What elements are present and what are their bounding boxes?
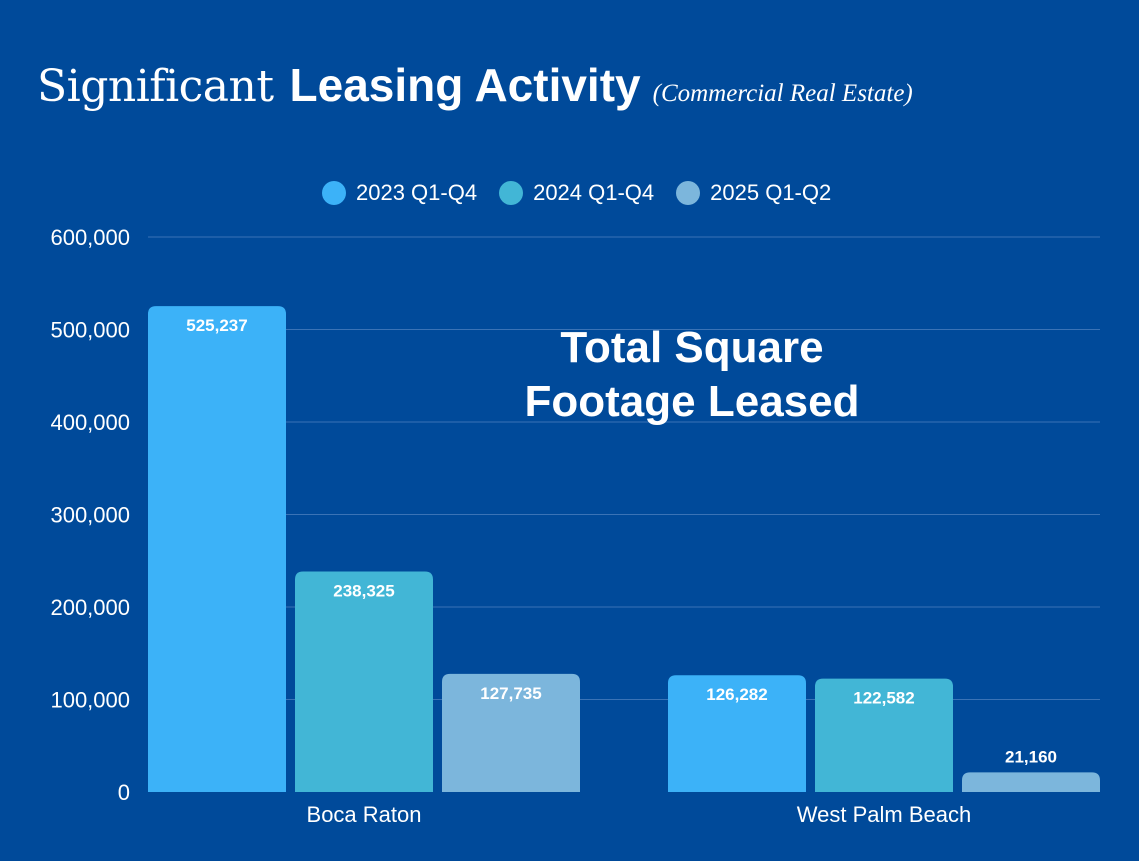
bars-layer: 525,237 238,325 127,735 Boca Raton 126,282 12… xyxy=(148,306,1100,827)
y-tick-label: 500,000 xyxy=(50,318,130,343)
legend-label-2024: 2024 Q1-Q4 xyxy=(533,180,655,205)
y-tick-label: 600,000 xyxy=(50,225,130,250)
y-tick-label: 400,000 xyxy=(50,410,130,435)
title-note-text: (Commercial Real Estate) xyxy=(652,80,913,107)
data-label: 21,160 xyxy=(1005,747,1057,766)
x-category-label: Boca Raton xyxy=(307,802,422,827)
x-category-label: West Palm Beach xyxy=(797,802,971,827)
annotation-line-2: Footage Leased xyxy=(525,377,860,426)
data-label: 127,735 xyxy=(480,684,541,703)
annotation-line-1: Total Square xyxy=(560,323,823,372)
bar xyxy=(962,772,1100,792)
title-light-text: Significant xyxy=(37,61,274,112)
data-label: 525,237 xyxy=(186,316,247,335)
legend-swatch-2024 xyxy=(499,181,524,205)
legend-swatch-2023 xyxy=(322,181,346,205)
y-tick-label: 200,000 xyxy=(50,595,130,620)
legend-swatch-2025 xyxy=(676,181,701,205)
legend-item-2023: 2023 Q1-Q4 xyxy=(322,180,477,206)
legend-item-2025: 2025 Q1-Q2 xyxy=(676,180,831,206)
data-label: 122,582 xyxy=(853,689,914,708)
bar xyxy=(815,678,953,792)
legend-label-2023: 2023 Q1-Q4 xyxy=(356,180,478,205)
data-label: 126,282 xyxy=(706,685,767,704)
y-tick-label: 0 xyxy=(118,780,130,805)
legend-item-2024: 2024 Q1-Q4 xyxy=(499,180,654,206)
chart-title: Significant Leasing Activity (Commercial… xyxy=(37,58,913,112)
chart-legend: 2023 Q1-Q4 2024 Q1-Q4 2025 Q1-Q2 xyxy=(322,180,831,206)
annotation-layer: Total Square Footage Leased xyxy=(525,323,860,426)
bar xyxy=(295,571,433,792)
y-tick-label: 300,000 xyxy=(50,503,130,528)
bar xyxy=(148,306,286,792)
bar xyxy=(442,673,580,792)
bar xyxy=(668,675,806,792)
y-tick-label: 100,000 xyxy=(50,688,130,713)
title-bold-text: Leasing Activity xyxy=(289,59,641,111)
legend-label-2025: 2025 Q1-Q2 xyxy=(710,180,832,205)
data-label: 238,325 xyxy=(333,582,394,601)
